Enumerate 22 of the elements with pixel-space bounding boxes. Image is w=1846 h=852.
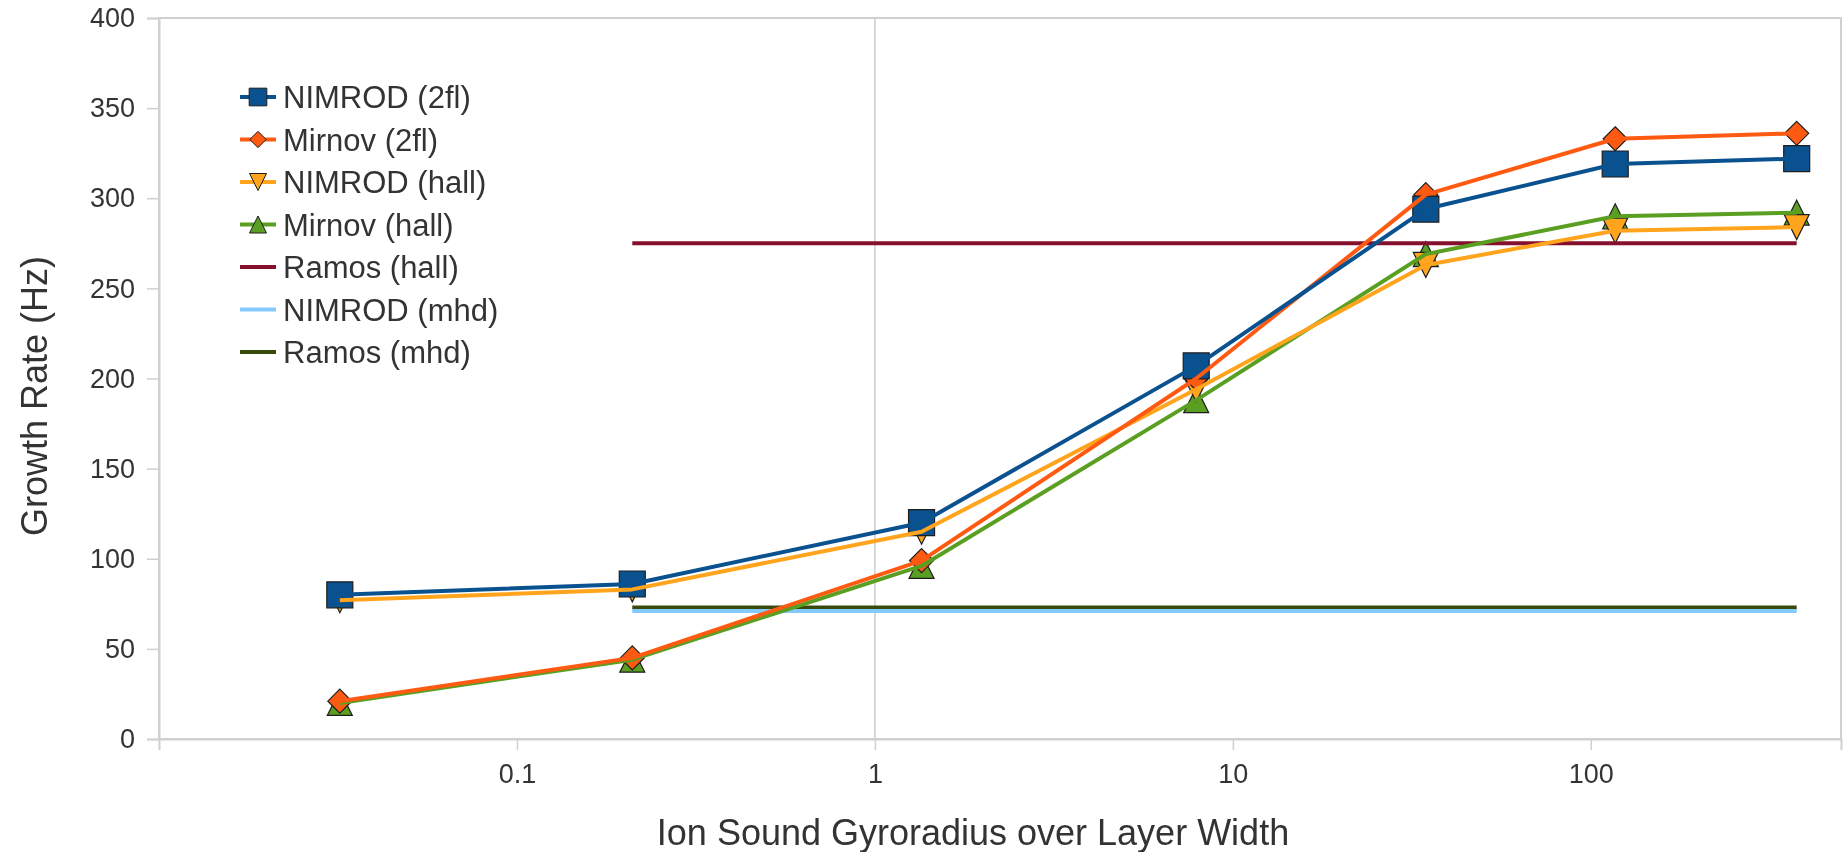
legend-label: NIMROD (mhd) [283, 292, 499, 328]
legend-label: Mirnov (hall) [283, 207, 454, 243]
legend-label: NIMROD (2fl) [283, 80, 471, 116]
x-tick-label: 1 [867, 759, 883, 790]
y-tick-label: 100 [89, 543, 135, 574]
x-tick-label: 100 [1568, 759, 1614, 790]
y-tick-label: 0 [119, 724, 135, 755]
y-axis-title: Growth Rate (Hz) [14, 255, 55, 537]
y-tick-label: 200 [89, 363, 135, 394]
legend-label: Ramos (mhd) [283, 335, 471, 371]
x-axis-title: Ion Sound Gyroradius over Layer Width [656, 812, 1290, 852]
y-tick-label: 300 [89, 183, 135, 214]
legend-label: Mirnov (2fl) [283, 122, 439, 158]
x-tick-label: 0.1 [498, 759, 537, 790]
y-tick-label: 50 [104, 634, 135, 665]
y-tick-label: 350 [89, 93, 135, 124]
y-tick-label: 150 [89, 453, 135, 484]
x-tick-label: 10 [1218, 759, 1249, 790]
legend-label: NIMROD (hall) [283, 165, 487, 201]
legend-label: Ramos (hall) [283, 250, 459, 286]
y-tick-label: 400 [89, 3, 135, 34]
y-tick-label: 250 [89, 273, 135, 304]
